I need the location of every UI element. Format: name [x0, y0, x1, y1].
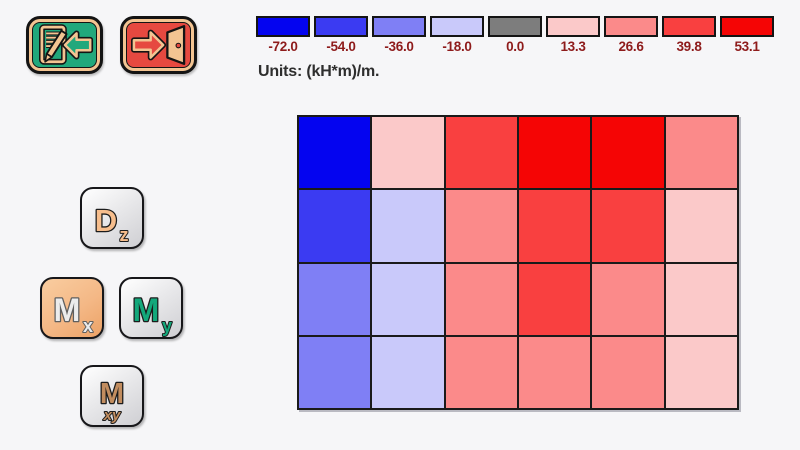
heatmap-cell-r4c5 [592, 336, 664, 408]
legend-value-label: 26.6 [618, 39, 644, 54]
legend-value-label: 13.3 [560, 39, 586, 54]
legend-swatch [546, 16, 600, 37]
heatmap-cell-r1c1 [299, 117, 371, 189]
heatmap-cell-r3c3 [445, 263, 517, 335]
exit-door-icon [130, 25, 185, 65]
heatmap-cell-r3c5 [592, 263, 664, 335]
heatmap-cell-r1c5 [592, 117, 664, 189]
mx-main-letter: M [54, 292, 81, 328]
heatmap-cell-r4c2 [372, 336, 444, 408]
mx-sub-letter: x [83, 316, 93, 336]
legend-value-label: 39.8 [676, 39, 702, 54]
legend-value-label: -36.0 [384, 39, 414, 54]
heatmap-cell-r4c4 [519, 336, 591, 408]
mxy-main-letter: M [100, 378, 124, 410]
back-to-edit-button[interactable] [26, 16, 103, 74]
heatmap-cell-r1c3 [445, 117, 517, 189]
heatmap-cell-r2c6 [665, 190, 737, 262]
my-main-letter: M [133, 292, 160, 328]
legend-swatch [256, 16, 310, 37]
heatmap-cell-r3c6 [665, 263, 737, 335]
heatmap-cell-r1c4 [519, 117, 591, 189]
heatmap-cell-r2c5 [592, 190, 664, 262]
heatmap-cell-r1c6 [665, 117, 737, 189]
legend-value-label: -72.0 [268, 39, 298, 54]
legend-value-label: 53.1 [734, 39, 760, 54]
mxy-button[interactable]: M xy [80, 365, 144, 427]
heatmap-cell-r2c4 [519, 190, 591, 262]
legend-value-label: -54.0 [326, 39, 356, 54]
heatmap-cell-r4c6 [665, 336, 737, 408]
heatmap-cell-r2c1 [299, 190, 371, 262]
edit-back-button-face [32, 22, 97, 68]
mx-button[interactable]: M x [40, 277, 104, 339]
dz-main-letter: D [95, 203, 117, 238]
heatmap-cell-r1c2 [372, 117, 444, 189]
exit-button-face [126, 22, 191, 68]
my-button[interactable]: M y [119, 277, 183, 339]
units-label: Units: (kH*m)/m. [258, 63, 380, 80]
exit-button[interactable] [120, 16, 197, 74]
color-scale-legend: -72.0 -54.0 -36.0 -18.0 0.0 13.3 26.6 39.8 53.1 [256, 16, 786, 54]
legend-swatch-row [256, 16, 786, 37]
heatmap-cell-r3c2 [372, 263, 444, 335]
legend-swatch [488, 16, 542, 37]
legend-swatch [720, 16, 774, 37]
heatmap-cell-r4c3 [445, 336, 517, 408]
legend-value-label: -18.0 [442, 39, 472, 54]
heatmap-cell-r4c1 [299, 336, 371, 408]
mxy-sub-letter: xy [103, 407, 121, 424]
legend-swatch [662, 16, 716, 37]
heatmap-cell-r3c4 [519, 263, 591, 335]
legend-value-label: 0.0 [506, 39, 524, 54]
dz-sub-letter: z [120, 225, 129, 245]
heatmap-cell-r2c3 [445, 190, 517, 262]
heatmap-grid [297, 115, 739, 410]
legend-label-row: -72.0 -54.0 -36.0 -18.0 0.0 13.3 26.6 39.8 53.1 [256, 39, 786, 54]
legend-swatch [372, 16, 426, 37]
dz-button[interactable]: D z [80, 187, 144, 249]
my-sub-letter: y [162, 316, 172, 336]
legend-swatch [314, 16, 368, 37]
edit-back-icon [38, 24, 93, 65]
heatmap-cell-r3c1 [299, 263, 371, 335]
legend-swatch [604, 16, 658, 37]
legend-swatch [430, 16, 484, 37]
heatmap-cell-r2c2 [372, 190, 444, 262]
